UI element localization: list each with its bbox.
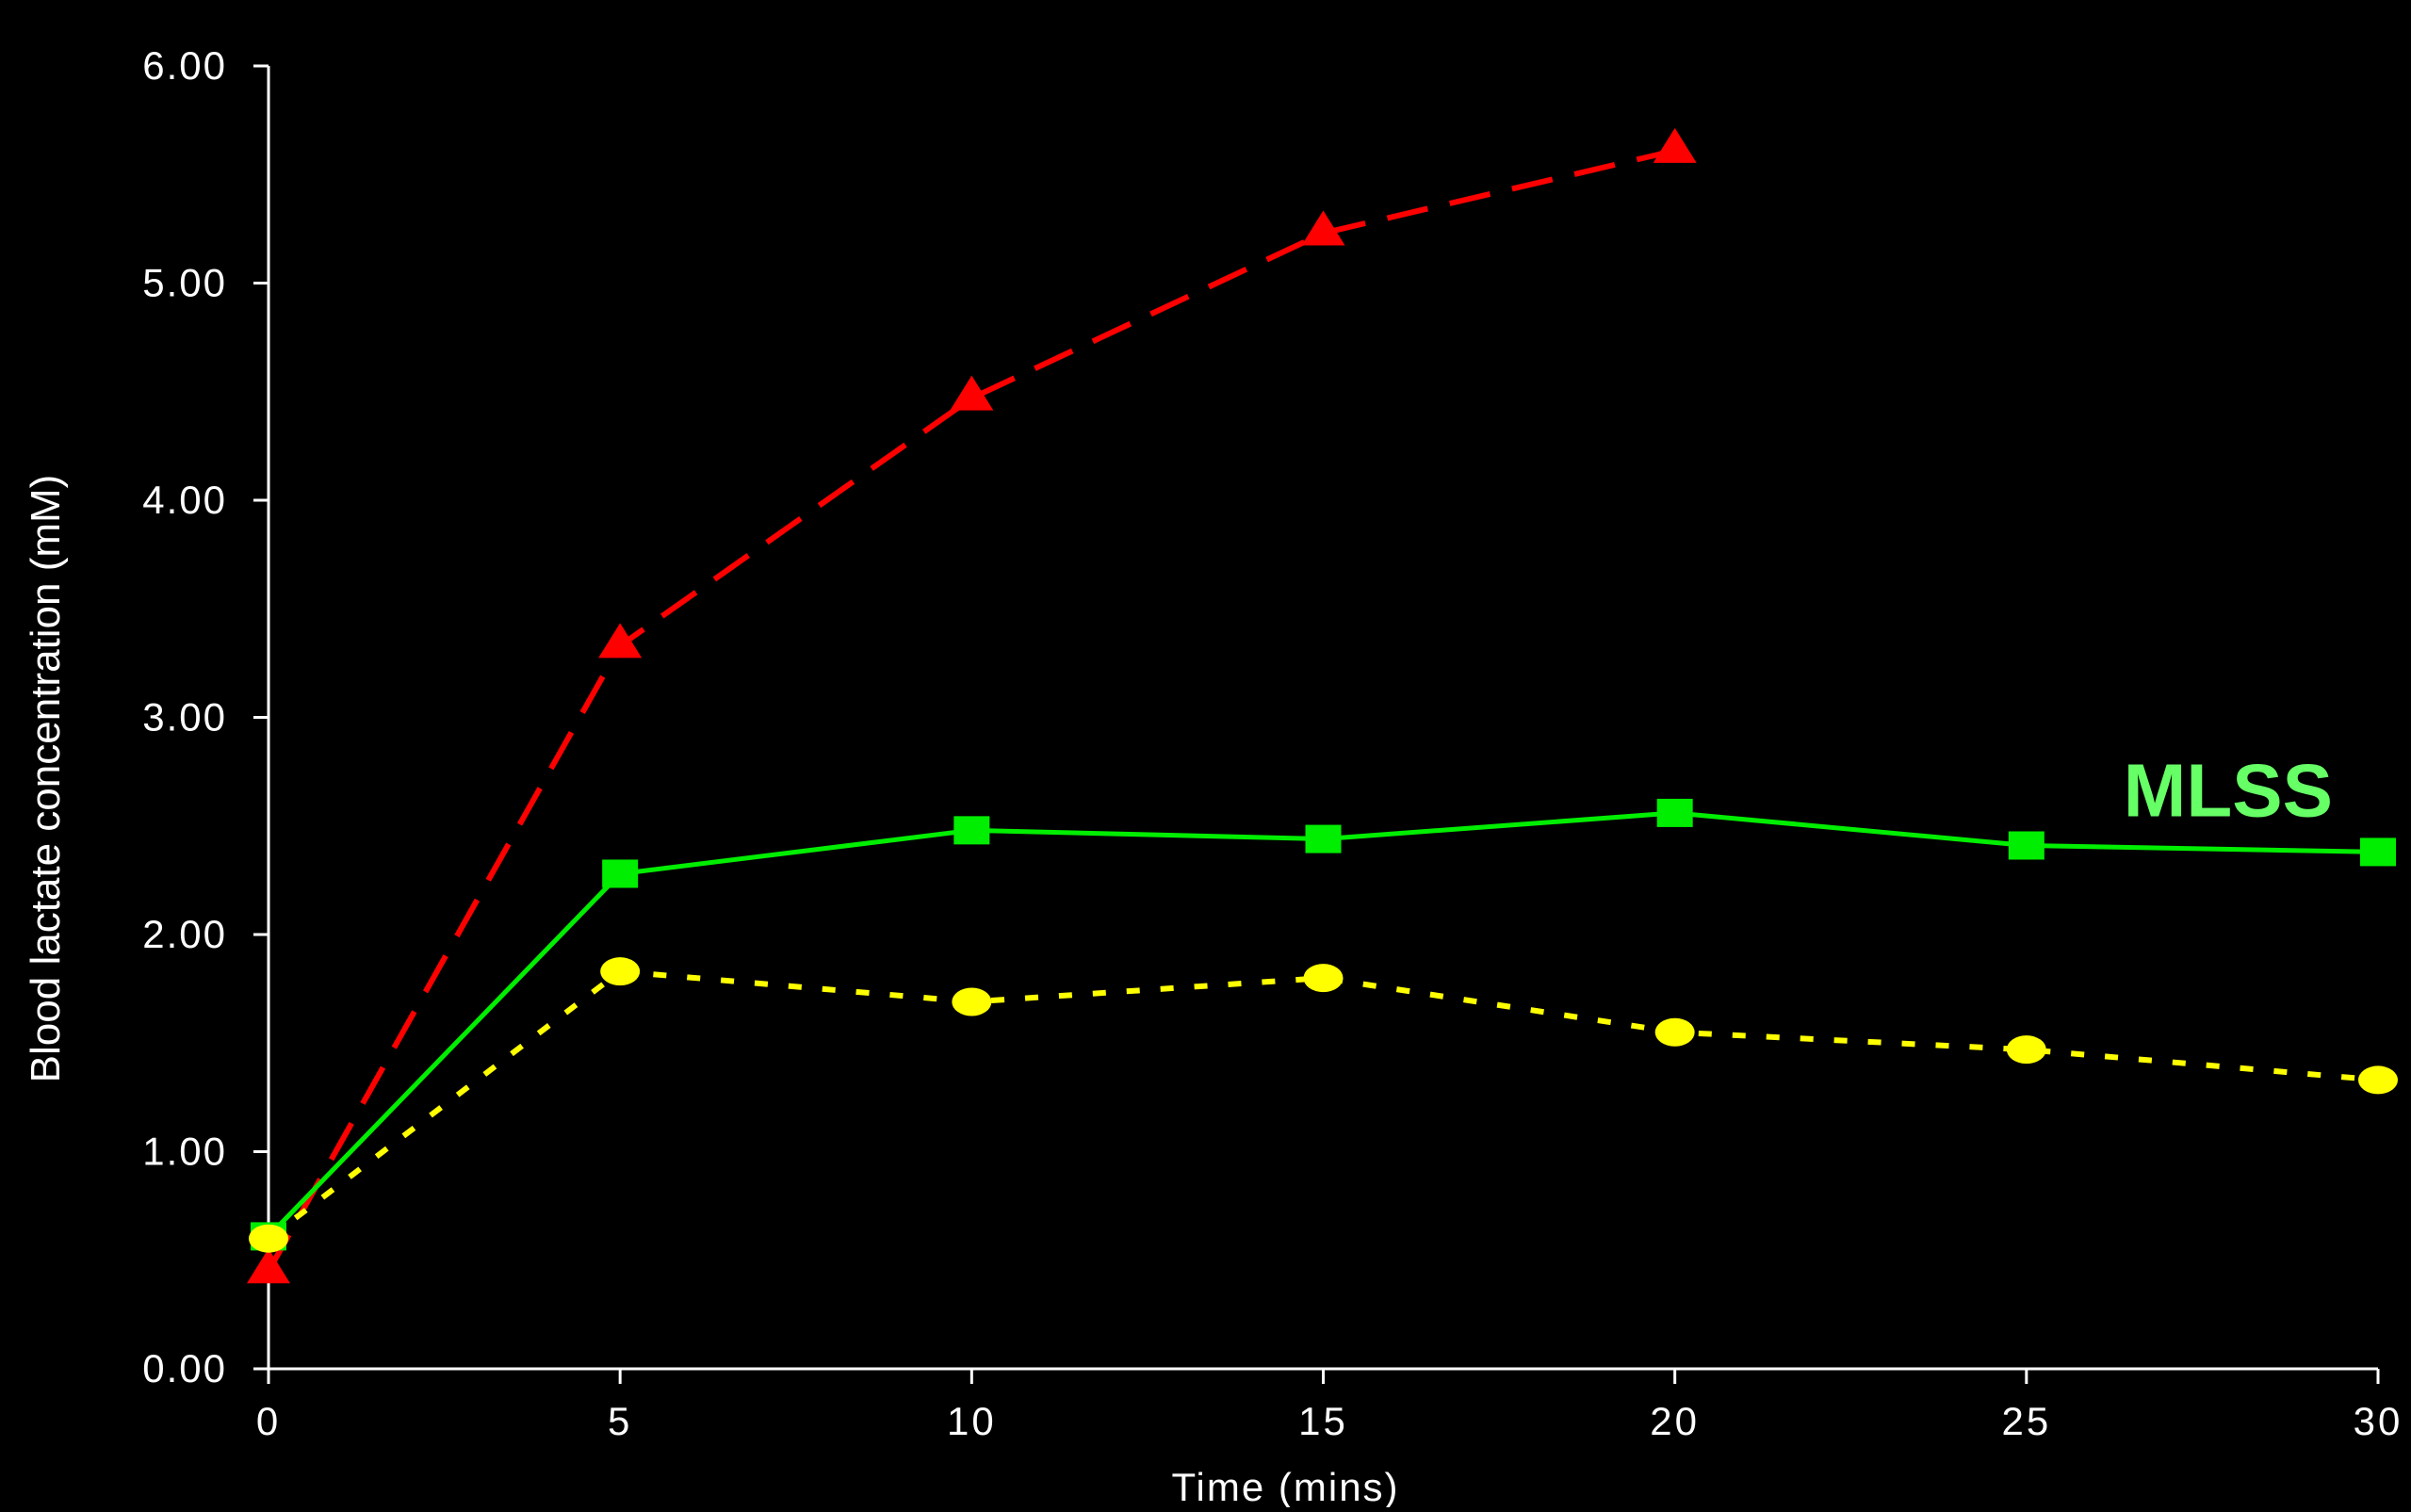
x-axis-title: Time (mins) (1171, 1465, 1399, 1507)
annotations: MLSS (2124, 748, 2333, 832)
x-tick-label: 30 (2354, 1399, 2403, 1443)
series-line-below (267, 968, 2379, 1242)
y-tick-label: 4.00 (142, 478, 227, 522)
y-tick-label: 0.00 (142, 1346, 227, 1390)
data-point-below (2006, 1035, 2046, 1065)
y-tick-label: 3.00 (142, 695, 227, 740)
x-tick-label: 5 (608, 1399, 632, 1443)
data-point-mlss (2360, 837, 2396, 867)
data-point-above (950, 375, 994, 411)
data-point-below (600, 957, 641, 986)
data-point-above (247, 1248, 290, 1284)
y-tick-label: 6.00 (142, 43, 227, 88)
axes: 0.00 1.00 2.00 3.00 4.00 5.00 6.00 0 5 10 15 20 25 30… (23, 43, 2403, 1509)
x-tick-label: 25 (2001, 1399, 2051, 1443)
data-point-below (1303, 964, 1344, 993)
y-tick-label: 5.00 (142, 261, 227, 305)
series-below (249, 957, 2398, 1253)
data-point-mlss (2008, 831, 2044, 860)
series-line-mlss (267, 810, 2379, 1239)
series-above (247, 127, 1697, 1284)
data-point-below (952, 987, 992, 1016)
series-line-above (266, 147, 1676, 1273)
data-point-above (1301, 210, 1345, 246)
data-point-above (598, 623, 643, 658)
x-tick-label: 10 (947, 1399, 997, 1443)
data-point-mlss (602, 859, 639, 888)
x-tick-label: 20 (1650, 1399, 1700, 1443)
y-tick-label: 1.00 (142, 1130, 227, 1174)
data-point-below (2358, 1065, 2398, 1095)
data-point-mlss (1656, 798, 1693, 827)
series-layer (247, 127, 2398, 1284)
data-point-above (1653, 127, 1697, 163)
data-point-mlss (1305, 824, 1342, 854)
y-axis-title: Blood lactate concentration (mM) (23, 475, 69, 1083)
data-point-mlss (953, 816, 990, 845)
x-tick-label: 0 (256, 1399, 281, 1443)
x-tick-label: 15 (1298, 1399, 1348, 1443)
annotation-label: MLSS (2124, 748, 2333, 832)
data-point-below (249, 1224, 288, 1253)
data-point-below (1654, 1017, 1695, 1047)
series-mlss (251, 798, 2396, 1251)
y-tick-label: 2.00 (142, 912, 227, 956)
